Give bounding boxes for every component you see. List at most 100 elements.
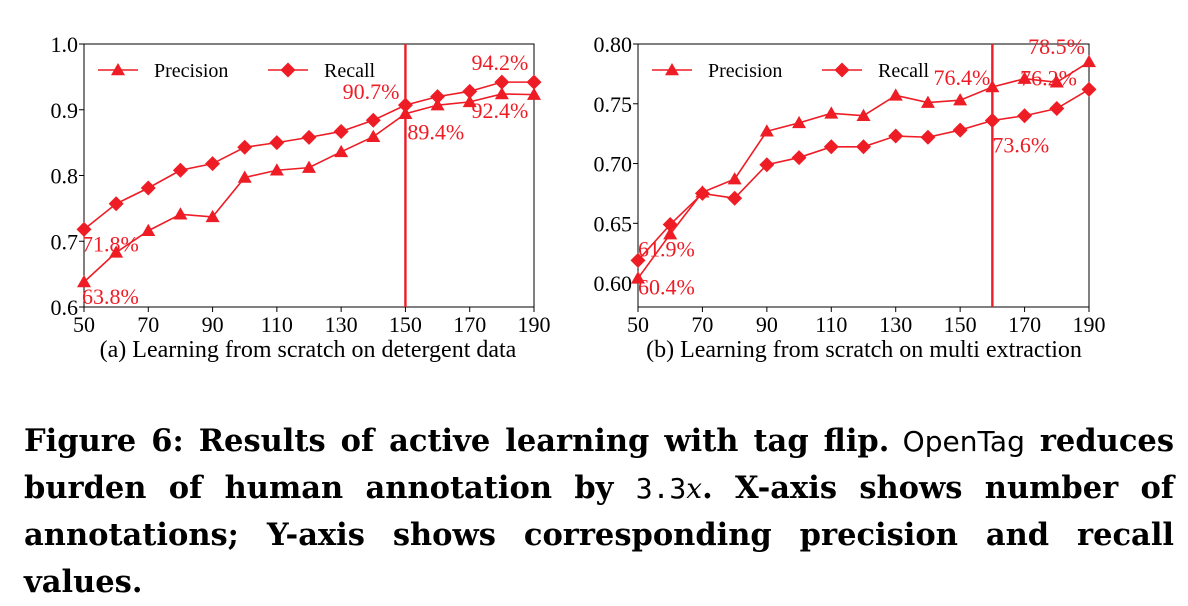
precision-point [269,163,284,176]
x-tick-label: 50 [73,312,95,337]
precision-point [334,144,349,158]
recall-point [952,122,968,138]
recall-point [759,157,775,173]
precision-point [430,98,445,111]
value-annotation: 73.6% [992,133,1049,158]
recall-point [237,139,253,155]
recall-point [823,139,839,155]
plot-frame [83,43,535,308]
x-tick-label: 70 [137,312,159,337]
recall-point [1081,81,1097,97]
y-tick-label: 0.60 [594,271,633,296]
legend-marker-precision [665,63,679,76]
precision-point [237,170,252,183]
recall-point [727,190,743,206]
value-annotation: 92.4% [471,98,528,123]
caption-system-name: OpenTag [889,425,1025,458]
value-annotation: 63.8% [82,284,139,309]
recall-point [1049,101,1065,117]
precision-point [109,245,124,258]
legend-label-recall: Recall [324,60,376,82]
precision-point [985,80,1000,93]
y-tick-label: 0.65 [594,211,633,236]
x-tick-label: 150 [944,312,977,337]
x-tick-label: 190 [518,312,551,337]
y-tick-label: 0.9 [51,98,79,123]
value-annotation: 71.8% [82,231,139,256]
legend-marker-precision [111,63,125,76]
value-annotation: 94.2% [471,50,528,75]
plot-frame [637,43,1090,308]
legend-label-recall: Recall [878,60,930,82]
precision-point [77,275,91,288]
recall-point [397,97,413,113]
recall-point [856,139,871,155]
value-annotation: 61.9% [638,236,695,261]
recall-point [140,180,156,196]
series-line-precision [637,61,1090,279]
figure-charts: 0.6 0.7 0.8 0.9 1.0 50 70 90 110 130 150 170 190 Prec… [51,32,1106,363]
x-tick-label: 90 [756,312,778,337]
precision-point [398,106,413,119]
x-tick-label: 170 [453,312,486,337]
caption-factor: 3.3x [635,472,703,505]
recall-point [365,112,381,128]
precision-point [631,271,645,284]
x-tick-label: 90 [202,312,224,337]
precision-point [663,227,678,240]
precision-point [953,93,968,106]
recall-point [462,83,478,99]
recall-point [984,113,1000,129]
value-annotation: 90.7% [343,79,400,104]
y-tick-label: 0.75 [594,92,633,117]
y-tick-label: 0.70 [594,152,633,177]
panel-caption: (b) Learning from scratch on multi extra… [646,337,1082,363]
recall-point [205,156,221,172]
precision-point [920,95,935,108]
x-tick-label: 70 [691,312,713,337]
precision-point [1082,54,1096,68]
value-annotation: 60.4% [638,274,695,299]
x-tick-label: 50 [627,312,649,337]
x-tick-label: 110 [815,312,847,337]
x-tick-label: 190 [1073,312,1106,337]
y-tick-label: 0.7 [51,229,79,254]
x-tick-label: 110 [261,312,293,337]
chart-panel-b: 0.60 0.65 0.70 0.75 0.80 50 70 90 110 130 150 170 19… [594,32,1106,363]
recall-point [108,196,124,212]
caption-label: Figure 6: [24,423,184,459]
recall-point [1017,108,1033,124]
panel-caption: (a) Learning from scratch on detergent d… [100,337,517,363]
recall-point [430,89,446,105]
caption-text-1: reduces burden of human annotation by [24,423,1174,506]
precision-point [173,207,188,220]
precision-point [1017,71,1032,84]
legend-label-precision: Precision [708,60,782,82]
y-tick-label: 1.0 [51,32,79,57]
recall-point [494,74,510,90]
precision-point [1049,75,1064,88]
recall-point [791,150,807,166]
figure-caption: Figure 6: Results of active learning wit… [24,418,1174,606]
precision-point [366,129,381,142]
y-tick-label: 0.8 [51,164,79,189]
x-tick-label: 150 [389,312,422,337]
recall-point [301,129,317,145]
y-tick-label: 0.6 [51,295,79,320]
precision-point [759,124,774,137]
x-tick-label: 130 [325,312,358,337]
legend-label-precision: Precision [154,60,228,82]
recall-point [76,221,92,237]
precision-point [141,223,156,236]
value-annotation: 78.5% [1028,34,1085,59]
recall-point [920,129,936,145]
precision-point [792,115,807,129]
recall-point [333,123,349,139]
recall-point [662,217,678,233]
recall-point [630,252,646,268]
y-tick-label: 0.80 [594,32,633,57]
value-annotation: 76.2% [1020,65,1077,90]
value-annotation: 89.4% [407,120,464,145]
caption-title: Results of active learning with tag flip… [183,423,890,459]
recall-point [269,135,285,151]
